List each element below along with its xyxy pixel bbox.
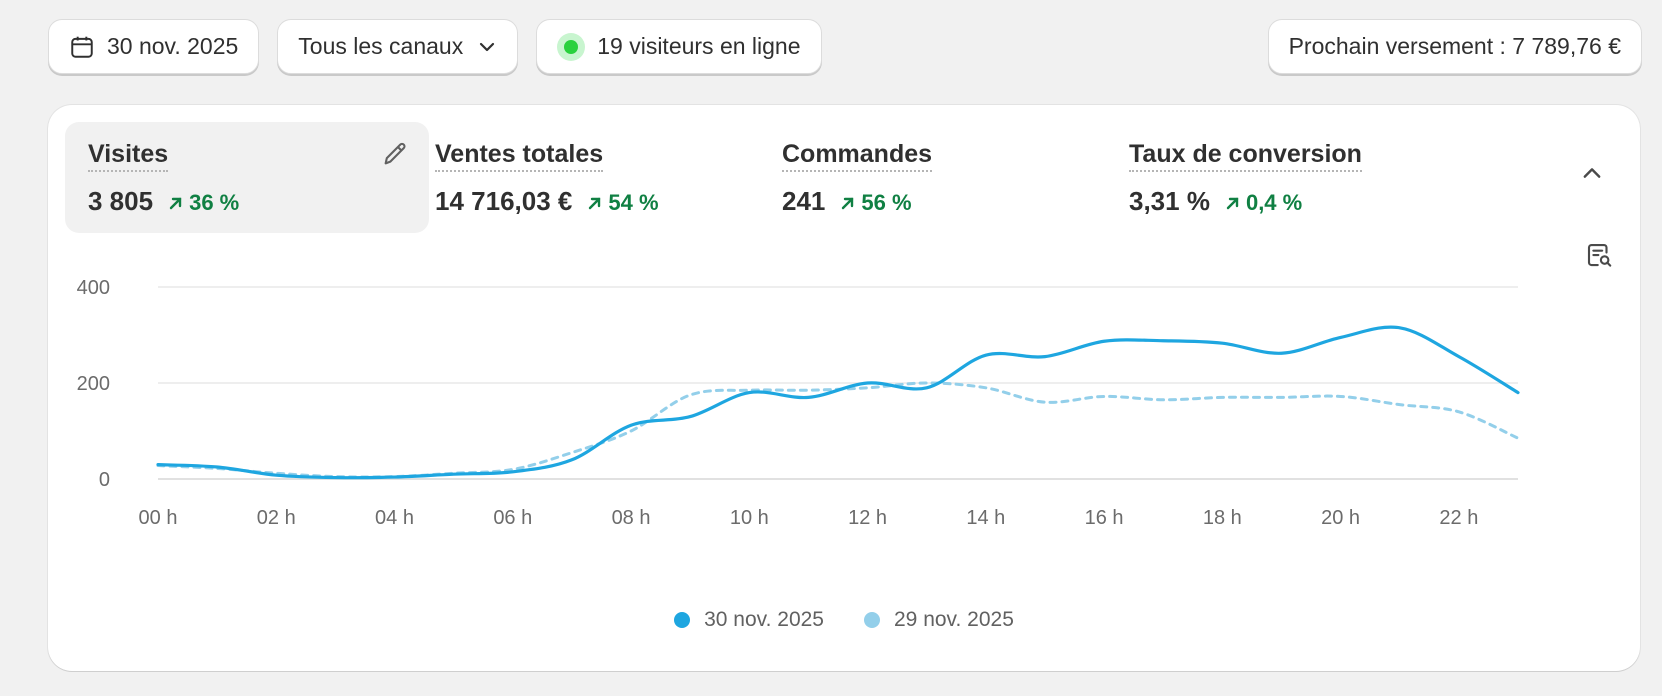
x-tick-label: 04 h xyxy=(375,507,414,529)
x-tick-label: 02 h xyxy=(257,507,296,529)
x-tick-label: 10 h xyxy=(730,507,769,529)
legend-dot xyxy=(674,612,691,628)
visits-line-chart: 0 200 400 00 h 02 h 04 h 06 h 08 h 10 h 12 h 14 h 1… xyxy=(77,277,1520,529)
legend-item-previous[interactable]: 29 nov. 2025 xyxy=(864,608,1014,632)
toolbar: 30 nov. 2025 Tous les canaux 19 visiteur… xyxy=(48,19,1642,74)
metric-total-sales[interactable]: Ventes totales 14 716,03 € 54 % xyxy=(412,122,776,233)
arrow-up-right-icon xyxy=(1226,197,1239,210)
metrics-row: Visites 3 805 36 % Ventes totales 14 716… xyxy=(65,122,1623,233)
live-visitors-button[interactable]: 19 visiteurs en ligne xyxy=(536,19,822,74)
metric-change: 36 % xyxy=(169,190,239,216)
visitors-label: 19 visiteurs en ligne xyxy=(597,33,801,59)
arrow-up-right-icon xyxy=(589,197,601,210)
metric-conversion-rate[interactable]: Taux de conversion 3,31 % 0,4 % xyxy=(1106,122,1470,233)
metric-change: 54 % xyxy=(588,190,659,216)
metric-label: Commandes xyxy=(782,140,933,172)
x-tick-label: 20 h xyxy=(1321,507,1360,529)
calendar-icon xyxy=(69,34,95,60)
analytics-card: Visites 3 805 36 % Ventes totales 14 716… xyxy=(48,105,1640,671)
x-tick-label: 14 h xyxy=(966,507,1005,529)
channels-label: Tous les canaux xyxy=(298,33,464,59)
x-tick-label: 22 h xyxy=(1439,507,1478,529)
metric-change: 56 % xyxy=(841,190,912,216)
metric-value: 3 805 xyxy=(88,186,154,216)
chart-legend: 30 nov. 2025 29 nov. 2025 xyxy=(48,608,1640,632)
y-tick-label: 200 xyxy=(77,373,110,395)
legend-label: 29 nov. 2025 xyxy=(894,608,1014,631)
x-tick-label: 12 h xyxy=(848,507,887,529)
x-tick-label: 18 h xyxy=(1203,507,1242,529)
metric-visits[interactable]: Visites 3 805 36 % xyxy=(65,122,429,233)
series-line-current xyxy=(156,325,1520,480)
live-status-icon xyxy=(557,32,586,61)
payout-button[interactable]: Prochain versement : 7 789,76 € xyxy=(1267,19,1642,74)
metric-value: 241 xyxy=(782,186,826,216)
x-tick-label: 06 h xyxy=(493,507,532,529)
legend-label: 30 nov. 2025 xyxy=(704,608,824,631)
metric-change: 0,4 % xyxy=(1226,190,1302,216)
y-tick-label: 400 xyxy=(77,277,110,299)
x-tick-label: 16 h xyxy=(1085,507,1124,529)
arrow-up-right-icon xyxy=(842,197,854,210)
report-search-icon[interactable] xyxy=(1584,240,1614,275)
chevron-up-icon[interactable] xyxy=(1580,161,1604,190)
date-label: 30 nov. 2025 xyxy=(107,33,239,59)
metric-value: 14 716,03 € xyxy=(435,186,573,216)
chevron-down-icon xyxy=(477,37,497,57)
legend-dot xyxy=(864,612,880,628)
x-tick-label: 08 h xyxy=(612,507,651,529)
legend-item-current[interactable]: 30 nov. 2025 xyxy=(674,608,824,632)
payout-label: Prochain versement : 7 789,76 € xyxy=(1288,33,1621,59)
x-tick-label: 00 h xyxy=(139,507,178,529)
metric-orders[interactable]: Commandes 241 56 % xyxy=(759,122,1123,233)
metric-label: Taux de conversion xyxy=(1129,140,1362,172)
y-tick-label: 0 xyxy=(99,469,110,491)
date-picker-button[interactable]: 30 nov. 2025 xyxy=(48,19,260,74)
metric-value: 3,31 % xyxy=(1129,186,1210,216)
series-line-previous xyxy=(156,381,1520,479)
metric-label: Ventes totales xyxy=(435,140,604,172)
pencil-icon[interactable] xyxy=(381,140,409,173)
channels-dropdown[interactable]: Tous les canaux xyxy=(277,19,519,74)
arrow-up-right-icon xyxy=(169,197,182,210)
metric-label: Visites xyxy=(88,140,169,172)
